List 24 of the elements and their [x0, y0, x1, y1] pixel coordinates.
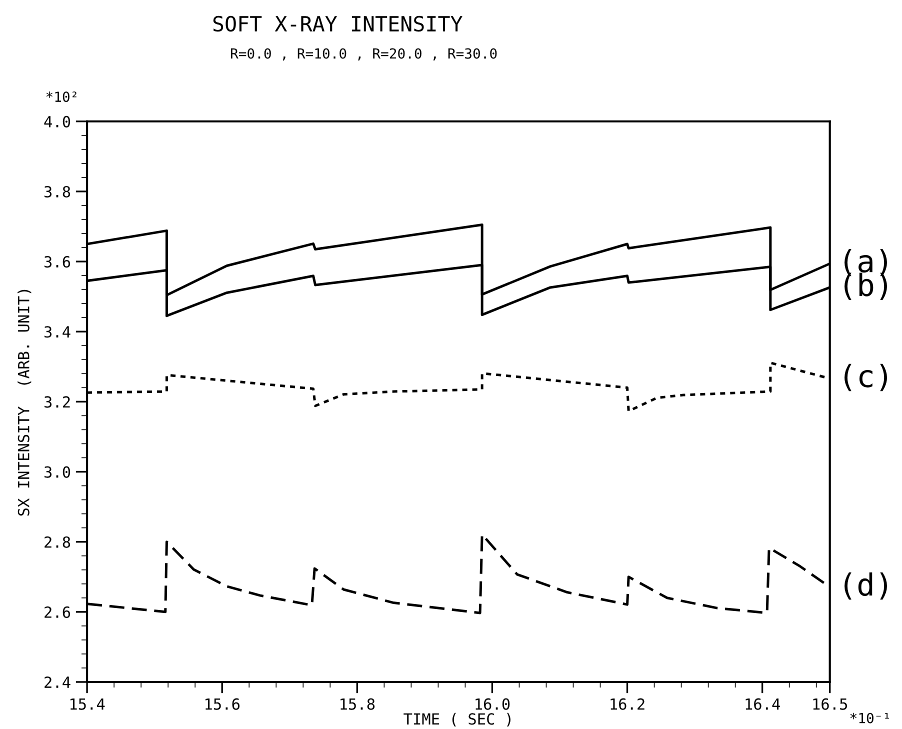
y-tick-label: 3.8	[44, 186, 70, 198]
x-tick-label: 15.6	[206, 698, 240, 710]
x-tick-label: 16.4	[746, 698, 780, 710]
chart-subtitle: R=0.0 , R=10.0 , R=20.0 , R=30.0	[230, 48, 497, 60]
series-label: (d)	[844, 572, 888, 600]
x-tick-label: 15.4	[70, 698, 105, 710]
y-tick-label: 3.6	[44, 256, 70, 268]
y-axis-title: SX INTENSITY (ARB. UNIT)	[18, 290, 32, 516]
y-tick-label: 2.4	[44, 676, 70, 688]
x-tick-label: 16.5	[813, 698, 848, 710]
y-tick-label: 3.2	[44, 396, 70, 408]
y-tick-label: 2.8	[44, 536, 70, 548]
x-tick-label: 16.0	[476, 698, 510, 710]
y-tick-label: 3.4	[44, 326, 70, 338]
y-tick-label: 4.0	[44, 116, 70, 128]
x-tick-label: 16.2	[610, 698, 644, 710]
chart-title: SOFT X-RAY INTENSITY	[213, 16, 462, 32]
x-axis-title: TIME ( SEC )	[404, 712, 510, 727]
y-tick-label: 2.6	[44, 606, 70, 618]
y-tick-label: 3.0	[44, 466, 70, 478]
x-tick-label: 15.8	[340, 698, 375, 710]
series-label: (c)	[844, 364, 888, 392]
text: *10⁻¹	[850, 712, 889, 724]
text: *10²	[46, 92, 76, 102]
